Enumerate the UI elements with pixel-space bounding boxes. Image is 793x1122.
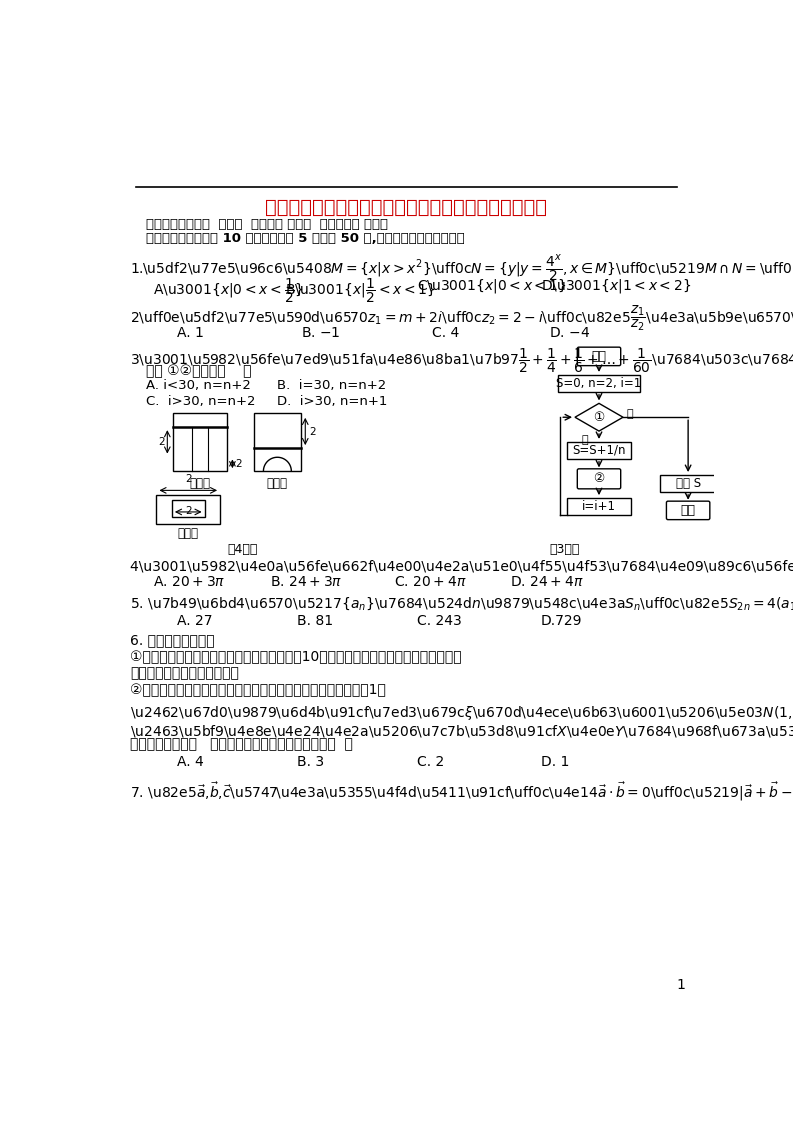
Text: B. 3: B. 3 (297, 755, 324, 770)
Text: 俦视图: 俦视图 (178, 527, 199, 541)
Text: A. 27: A. 27 (177, 614, 212, 627)
Text: ②两个随机变量的线性相关性越强，相关系数的绝对值越接近于1；: ②两个随机变量的线性相关性越强，相关系数的绝对值越接近于1； (130, 683, 386, 697)
Text: S=0, n=2, i=1: S=0, n=2, i=1 (557, 377, 642, 389)
Text: 2\uff0e\u5df2\u77e5\u590d\u6570$z_1=m+2i$\uff0c$z_2=2-i$\uff0c\u82e5$\dfrac{z_1}: 2\uff0e\u5df2\u77e5\u590d\u6570$z_1=m+2i… (130, 304, 793, 333)
Text: 3\u3001\u5982\u56fe\u7ed9\u51fa\u4e86\u8ba1\u7b97$\dfrac{1}{2}+\dfrac{1}{4}+\dfr: 3\u3001\u5982\u56fe\u7ed9\u51fa\u4e86\u8… (130, 347, 793, 375)
FancyBboxPatch shape (577, 469, 621, 489)
Bar (156, 495, 220, 524)
Text: 2: 2 (309, 426, 316, 436)
Text: B. 81: B. 81 (297, 614, 333, 627)
Bar (254, 413, 301, 471)
Text: A. 1: A. 1 (177, 325, 204, 340)
Text: 1: 1 (676, 977, 685, 992)
Bar (567, 442, 630, 459)
Text: 第4题图: 第4题图 (228, 543, 258, 555)
Text: 6. 以下四个命题中：: 6. 以下四个命题中： (130, 634, 215, 647)
Bar (172, 499, 205, 516)
Text: 正视图: 正视图 (190, 477, 210, 489)
Text: C. 2: C. 2 (417, 755, 444, 770)
FancyBboxPatch shape (577, 347, 621, 366)
Text: 2: 2 (158, 436, 164, 447)
Text: 开始: 开始 (592, 350, 607, 362)
Text: D. $-4$: D. $-4$ (549, 325, 590, 340)
Text: C. 243: C. 243 (417, 614, 462, 627)
Text: 测，这样的抽样是分层抽样；: 测，这样的抽样是分层抽样； (130, 666, 239, 680)
Text: B. $-1$: B. $-1$ (301, 325, 340, 340)
Bar (173, 413, 227, 471)
Text: 其中 ①②分别是（    ）: 其中 ①②分别是（ ） (146, 365, 251, 378)
Text: B\u3001$\{x|\dfrac{1}{2}<x<1\}$: B\u3001$\{x|\dfrac{1}{2}<x<1\}$ (285, 277, 436, 305)
Text: 命题人：鹰潭一中  吴贵生  新余四中 肖东海  白鹭洲中学 郭士华: 命题人：鹰潭一中 吴贵生 新余四中 肖东海 白鹭洲中学 郭士华 (146, 218, 388, 231)
Text: D.729: D.729 (541, 614, 582, 627)
Text: 结束: 结束 (680, 504, 695, 517)
Text: D.  i>30, n=n+1: D. i>30, n=n+1 (278, 395, 388, 408)
Text: 一、选择题（本大题 10 个小题，每题 5 分，共 50 分,请将答案涂在答题卷上）: 一、选择题（本大题 10 个小题，每题 5 分，共 50 分,请将答案涂在答题卷… (146, 231, 465, 245)
Text: 7. \u82e5$\vec{a}$,$\vec{b}$,$\vec{c}$\u5747\u4e3a\u5355\u4f4d\u5411\u91cf\uff0c: 7. \u82e5$\vec{a}$,$\vec{b}$,$\vec{c}$\u… (130, 780, 793, 802)
Text: \u2462\u67d0\u9879\u6d4b\u91cf\u7ed3\u679c$\xi$\u670d\u4ece\u6b63\u6001\u5206\u5: \u2462\u67d0\u9879\u6d4b\u91cf\u7ed3\u67… (130, 702, 793, 724)
Text: 的把握程度越大。   以上命题中其中真命题的个数为（  ）: 的把握程度越大。 以上命题中其中真命题的个数为（ ） (130, 737, 353, 751)
FancyBboxPatch shape (666, 502, 710, 519)
Text: D\u3001$\{x|1<x<2\}$: D\u3001$\{x|1<x<2\}$ (541, 277, 691, 295)
Text: 4\u3001\u5982\u4e0a\u56fe\u662f\u4e00\u4e2a\u51e0\u4f55\u4f53\u7684\u4e09\u89c6\: 4\u3001\u5982\u4e0a\u56fe\u662f\u4e00\u4… (130, 560, 793, 573)
Text: ①: ① (593, 411, 604, 424)
Text: 5. \u7b49\u6bd4\u6570\u5217$\{a_n\}$\u7684\u524d$n$\u9879\u548c\u4e3a$S_n$\uff0c: 5. \u7b49\u6bd4\u6570\u5217$\{a_n\}$\u76… (130, 595, 793, 611)
Text: A\u3001$\{x|0<x<\dfrac{1}{2}\}$: A\u3001$\{x|0<x<\dfrac{1}{2}\}$ (153, 277, 305, 305)
Bar (558, 375, 640, 392)
Text: A. 4: A. 4 (177, 755, 203, 770)
Text: S=S+1/n: S=S+1/n (573, 444, 626, 457)
Text: C. $20+4\pi$: C. $20+4\pi$ (393, 576, 466, 589)
Text: B.  i=30, n=n+2: B. i=30, n=n+2 (278, 379, 387, 393)
Text: 第3题图: 第3题图 (549, 543, 580, 555)
Text: 1.\u5df2\u77e5\u96c6\u5408$M=\{x|x>x^2\}$\uff0c$N=\{y|y=\dfrac{4^x}{2},x\in M\}$: 1.\u5df2\u77e5\u96c6\u5408$M=\{x|x>x^2\}… (130, 254, 793, 284)
Text: 江西省重点中学盟校高三第二次联考数学（理科）试卷: 江西省重点中学盟校高三第二次联考数学（理科）试卷 (265, 197, 547, 217)
Text: 2: 2 (236, 459, 242, 469)
Text: 2: 2 (185, 506, 192, 516)
Text: B. $24+3\pi$: B. $24+3\pi$ (270, 576, 342, 589)
Polygon shape (575, 404, 623, 431)
Text: ①从匀速传送的产品生产流水线上，质检员每10分钟从中抽取一件产品进行某项指标检: ①从匀速传送的产品生产流水线上，质检员每10分钟从中抽取一件产品进行某项指标检 (130, 651, 462, 664)
Text: C. 4: C. 4 (432, 325, 460, 340)
Text: D. $24+4\pi$: D. $24+4\pi$ (510, 576, 584, 589)
Text: 是: 是 (627, 410, 634, 420)
Text: 输出 S: 输出 S (676, 477, 701, 490)
Text: A. i<30, n=n+2: A. i<30, n=n+2 (146, 379, 251, 393)
Bar (661, 475, 716, 491)
Text: \u2463\u5bf9\u4e8e\u4e24\u4e2a\u5206\u7c7b\u53d8\u91cf$X$\u4e0e$Y$\u7684\u968f\u: \u2463\u5bf9\u4e8e\u4e24\u4e2a\u5206\u7c… (130, 721, 793, 741)
Text: 2: 2 (185, 475, 192, 485)
Text: C\u3001$\{x|0<x<1\}$: C\u3001$\{x|0<x<1\}$ (417, 277, 566, 295)
Bar (567, 498, 630, 515)
Text: 侧视图: 侧视图 (267, 477, 288, 489)
Text: A. $20+3\pi$: A. $20+3\pi$ (153, 576, 226, 589)
Text: 否: 否 (582, 434, 588, 444)
Text: i=i+1: i=i+1 (582, 500, 616, 513)
Text: D. 1: D. 1 (541, 755, 569, 770)
Text: C.  i>30, n=n+2: C. i>30, n=n+2 (146, 395, 255, 408)
Text: ②: ② (593, 472, 604, 486)
